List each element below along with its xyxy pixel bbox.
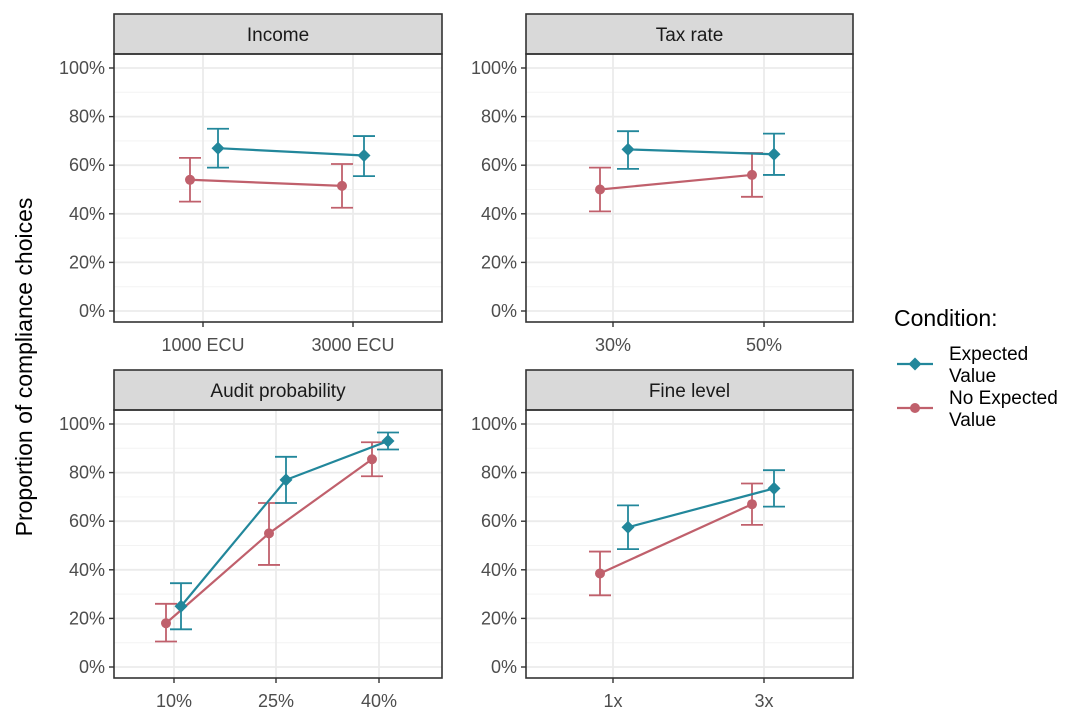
facet-title: Fine level	[649, 381, 730, 402]
panel-background	[526, 410, 853, 678]
y-tick-label: 0%	[79, 301, 105, 321]
panel-border	[113, 53, 443, 323]
x-tick-label: 50%	[746, 335, 782, 355]
y-tick-label: 60%	[69, 511, 105, 531]
y-tick-label: 60%	[481, 155, 517, 175]
expected-value-point	[621, 142, 635, 156]
facet-title: Tax rate	[656, 25, 724, 46]
x-tick-label: 1x	[603, 691, 622, 708]
no-expected-value-point	[747, 169, 757, 180]
panel-background	[114, 410, 442, 678]
legend-key-expected-value	[897, 357, 933, 371]
legend-label: No Expected	[949, 388, 1058, 409]
x-tick-label: 3000 ECU	[311, 335, 394, 355]
y-axis-title: Proportion of compliance choices	[11, 198, 37, 537]
x-tick-label: 25%	[258, 691, 294, 708]
expected-value-point	[357, 148, 371, 162]
expected-value-line	[627, 487, 775, 529]
facet-title: Income	[247, 25, 309, 46]
panel-income: Income 0% 20% 40% 60% 80% 100% 1000 ECU 3000 ECU	[59, 13, 443, 355]
y-tick-label: 0%	[491, 301, 517, 321]
facet-strip	[113, 13, 443, 55]
legend-label: Value	[949, 410, 996, 431]
panel-border	[113, 409, 443, 679]
y-tick-label: 40%	[481, 560, 517, 580]
panel-border	[525, 409, 854, 679]
y-tick-label: 100%	[471, 414, 517, 434]
expected-value-point	[381, 434, 395, 448]
expected-value-point	[279, 473, 293, 487]
no-expected-value-point	[264, 528, 274, 539]
panels: Income 0% 20% 40% 60% 80% 100% 1000 ECU 3000 ECU…	[59, 13, 854, 708]
legend-title: Condition:	[894, 305, 998, 331]
y-tick-label: 40%	[69, 204, 105, 224]
y-tick-label: 100%	[59, 58, 105, 78]
panel-tax-rate: Tax rate 0% 20% 40% 60% 80% 100% 30% 50%	[471, 13, 854, 355]
expected-value-point	[767, 481, 781, 495]
x-tick-label: 3x	[754, 691, 773, 708]
y-tick-label: 80%	[69, 107, 105, 127]
no-expected-value-point	[185, 174, 195, 185]
x-tick-label: 1000 ECU	[161, 335, 244, 355]
no-expected-value-point	[747, 499, 757, 510]
y-tick-label: 40%	[481, 204, 517, 224]
legend-circle	[910, 403, 920, 413]
y-tick-label: 20%	[481, 252, 517, 272]
facet-title: Audit probability	[210, 381, 346, 402]
no-expected-value-point	[337, 180, 347, 191]
facet-strip	[525, 369, 854, 411]
panel-background	[114, 54, 442, 322]
legend-label: Value	[949, 366, 996, 387]
no-expected-value-point	[595, 568, 605, 579]
panel-background	[526, 54, 853, 322]
y-tick-label: 20%	[481, 608, 517, 628]
no-expected-value-line	[189, 178, 343, 187]
legend-key-no-expected-value	[897, 403, 933, 413]
y-tick-label: 100%	[471, 58, 517, 78]
expected-value-line	[217, 147, 365, 157]
y-tick-label: 60%	[69, 155, 105, 175]
y-tick-label: 0%	[491, 657, 517, 677]
no-expected-value-point	[595, 184, 605, 195]
expected-value-line	[627, 148, 775, 156]
panel-audit-probability: Audit probability 0% 20% 40% 60% 80% 100% 10% 25…	[59, 369, 443, 708]
y-tick-label: 80%	[481, 107, 517, 127]
y-tick-label: 20%	[69, 252, 105, 272]
x-tick-label: 40%	[361, 691, 397, 708]
expected-value-point	[767, 147, 781, 161]
y-tick-label: 0%	[79, 657, 105, 677]
y-tick-label: 20%	[69, 608, 105, 628]
expected-value-point	[621, 520, 635, 534]
y-tick-label: 100%	[59, 414, 105, 434]
y-tick-label: 40%	[69, 560, 105, 580]
legend-label: Expected	[949, 344, 1028, 365]
panel-border	[525, 53, 854, 323]
y-tick-label: 80%	[481, 463, 517, 483]
no-expected-value-point	[367, 454, 377, 465]
expected-value-point	[211, 141, 225, 155]
y-tick-label: 80%	[69, 463, 105, 483]
no-expected-value-point	[161, 618, 171, 629]
expected-value-point	[174, 599, 188, 613]
y-tick-label: 60%	[481, 511, 517, 531]
facet-strip	[525, 13, 854, 55]
panel-fine-level: Fine level 0% 20% 40% 60% 80% 100% 1x 3x	[471, 369, 854, 708]
x-tick-label: 30%	[595, 335, 631, 355]
no-expected-value-line	[599, 503, 753, 575]
no-expected-value-line	[599, 173, 753, 191]
x-tick-label: 10%	[156, 691, 192, 708]
legend-diamond	[908, 357, 922, 371]
facet-strip	[113, 369, 443, 411]
